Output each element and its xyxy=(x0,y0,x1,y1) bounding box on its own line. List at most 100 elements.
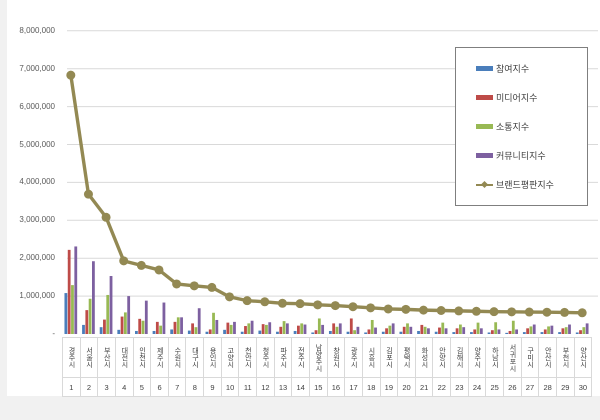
rank-label: 7 xyxy=(169,378,187,396)
rank-label: 21 xyxy=(416,378,434,396)
rank-label: 11 xyxy=(239,378,258,396)
bar-미디어지수 xyxy=(332,323,336,334)
line-marker xyxy=(66,70,76,80)
line-marker xyxy=(507,307,517,317)
city-name-label: 시흥시 xyxy=(367,347,375,368)
bar-미디어지수 xyxy=(173,321,177,334)
bar-커뮤니티지수 xyxy=(127,296,131,334)
bar-미디어지수 xyxy=(526,328,530,334)
city-name-label: 경주시 xyxy=(67,347,75,368)
bar-미디어지수 xyxy=(208,329,212,334)
bar-소통지수 xyxy=(88,298,92,334)
bar-커뮤니티지수 xyxy=(427,328,430,334)
bar-참여지수 xyxy=(311,332,315,334)
bar-참여지수 xyxy=(487,332,491,334)
bar-참여지수 xyxy=(381,331,385,334)
plot-area xyxy=(64,30,598,334)
bar-참여지수 xyxy=(434,331,438,334)
bar-소통지수 xyxy=(123,312,127,334)
bar-참여지수 xyxy=(223,329,226,334)
bar-커뮤니티지수 xyxy=(409,326,413,334)
city-name-label: 안산시 xyxy=(544,347,552,368)
city-name-label: 광주시 xyxy=(350,347,358,368)
bar-커뮤니티지수 xyxy=(268,322,272,334)
line-marker xyxy=(313,300,323,310)
city-name-label: 대전시 xyxy=(120,347,128,368)
legend-label: 소통지수 xyxy=(496,122,530,132)
line-marker xyxy=(454,306,464,316)
bar-참여지수 xyxy=(293,330,297,334)
rank-label: 15 xyxy=(310,378,328,396)
x-category-cell: 김해시 xyxy=(451,338,469,377)
rank-label: 25 xyxy=(486,378,505,396)
city-name-label: 서귀포시 xyxy=(509,343,516,372)
city-name-label: 제주시 xyxy=(156,347,164,368)
bar-커뮤니티지수 xyxy=(497,329,501,334)
bar-소통지수 xyxy=(229,324,233,334)
bar-미디어지수 xyxy=(226,322,230,334)
rank-label: 5 xyxy=(134,378,152,396)
city-name-label: 인천시 xyxy=(138,347,146,368)
city-name-label: 양주시 xyxy=(473,347,481,368)
bar-커뮤니티지수 xyxy=(374,327,377,334)
bar-소통지수 xyxy=(282,321,286,334)
bar-참여지수 xyxy=(152,330,156,334)
bar-미디어지수 xyxy=(473,329,477,334)
line-marker xyxy=(436,306,446,316)
y-tick-label: 1,000,000 xyxy=(19,291,55,301)
bar-참여지수 xyxy=(364,332,368,334)
x-category-cell: 양주시 xyxy=(469,338,487,377)
rank-label: 3 xyxy=(98,378,116,396)
line-marker xyxy=(242,296,252,306)
bar-소통지수 xyxy=(370,319,374,334)
rank-label: 27 xyxy=(522,378,540,396)
bar-소통지수 xyxy=(494,322,498,334)
bar-참여지수 xyxy=(470,332,473,334)
bar-참여지수 xyxy=(575,332,579,334)
bar-참여지수 xyxy=(399,331,403,334)
bar-커뮤니티지수 xyxy=(338,323,342,334)
city-name-label: 구미시 xyxy=(526,347,534,368)
legend: 참여지수 미디어지수 소통지수 커뮤니티지수 브랜드평판지수 xyxy=(455,47,588,206)
line-marker xyxy=(277,298,287,308)
y-tick-label: 6,000,000 xyxy=(19,101,55,111)
rank-label: 20 xyxy=(398,378,416,396)
bar-미디어지수 xyxy=(561,328,565,334)
bar-소통지수 xyxy=(159,325,163,334)
line-marker xyxy=(295,299,305,309)
x-category-cell: 부천시 xyxy=(557,338,575,377)
line-marker xyxy=(119,256,129,266)
y-tick-label: 8,000,000 xyxy=(19,25,55,35)
line-marker xyxy=(542,307,552,317)
bar-커뮤니티지수 xyxy=(356,326,360,334)
bar-커뮤니티지수 xyxy=(197,308,201,334)
bar-참여지수 xyxy=(117,329,121,334)
x-category-cell: 경주시 xyxy=(63,338,81,377)
city-name-label: 양산시 xyxy=(579,347,587,368)
rank-label: 6 xyxy=(151,378,169,396)
city-name-label: 화성시 xyxy=(420,347,428,368)
x-category-cell: 서울시 xyxy=(81,338,99,377)
bar-미디어지수 xyxy=(314,330,318,334)
x-category-cell: 하남시 xyxy=(486,338,505,377)
bar-소통지수 xyxy=(335,326,339,334)
bar-소통지수 xyxy=(547,326,550,334)
city-name-label: 평택시 xyxy=(403,347,411,368)
line-marker xyxy=(225,292,235,302)
x-category-cell: 용인시 xyxy=(204,338,222,377)
bar-커뮤니티지수 xyxy=(162,302,166,334)
bar-미디어지수 xyxy=(420,324,424,334)
bar-미디어지수 xyxy=(402,326,406,334)
bar-참여지수 xyxy=(505,332,509,334)
bar-참여지수 xyxy=(452,332,456,334)
line-marker xyxy=(136,260,146,270)
bar-참여지수 xyxy=(417,330,420,334)
bar-미디어지수 xyxy=(261,324,265,334)
rank-label: 17 xyxy=(345,378,363,396)
bar-소통지수 xyxy=(141,320,145,334)
bar-미디어지수 xyxy=(508,330,512,334)
bar-소통지수 xyxy=(212,312,215,334)
city-name-label: 부천시 xyxy=(561,347,569,368)
bar-커뮤니티지수 xyxy=(444,328,448,334)
bar-소통지수 xyxy=(265,324,268,334)
